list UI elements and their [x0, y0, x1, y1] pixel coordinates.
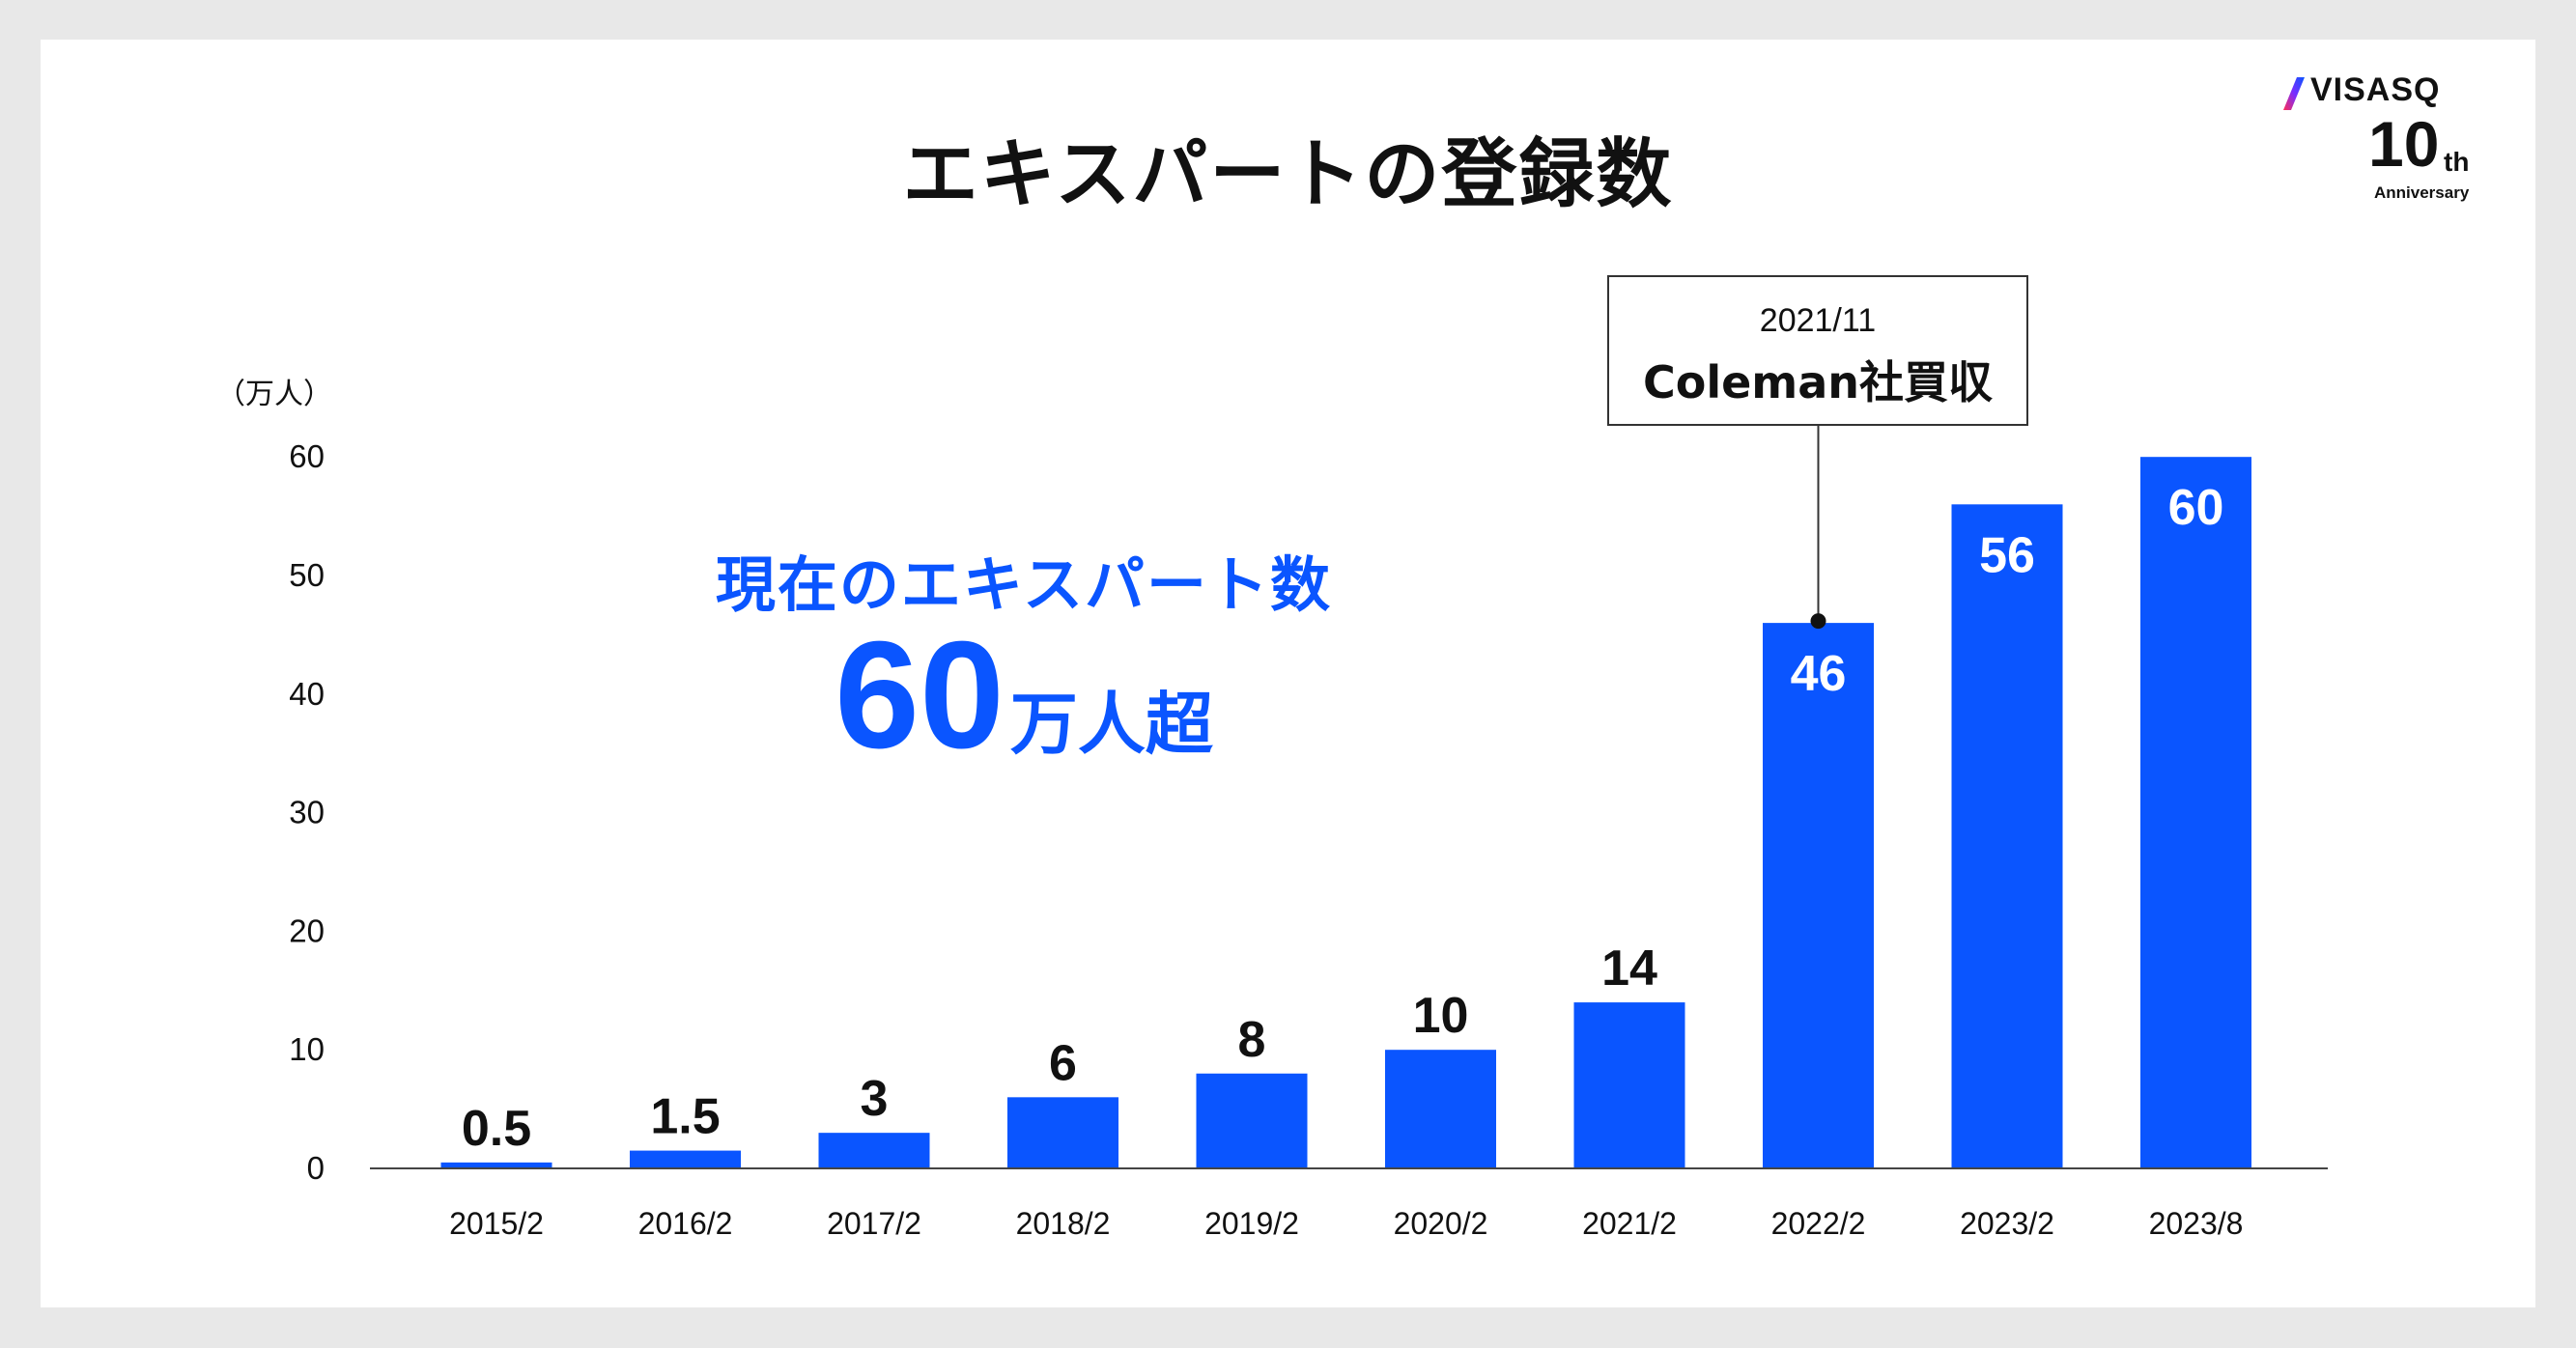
bar-value-label: 60	[2168, 480, 2224, 536]
y-tick-label: 0	[307, 1150, 325, 1186]
bar-value-label: 6	[1049, 1035, 1077, 1091]
bar	[1763, 623, 1874, 1168]
x-tick-label: 2018/2	[1016, 1206, 1111, 1241]
logo-slash-icon	[2283, 77, 2305, 110]
bar-value-label: 1.5	[650, 1089, 720, 1145]
x-tick-label: 2022/2	[1771, 1206, 1866, 1241]
logo-number: 10	[2368, 108, 2440, 180]
bar-value-label: 10	[1413, 988, 1469, 1044]
y-axis-unit-label: （万人）	[216, 379, 332, 410]
x-tick-label: 2015/2	[449, 1206, 544, 1241]
logo-brand: VISASQ	[2310, 71, 2441, 108]
callout-event: Coleman社買収	[1642, 356, 1994, 408]
bar	[1951, 504, 2063, 1168]
logo-suffix: th	[2444, 147, 2470, 177]
x-tick-label: 2016/2	[638, 1206, 733, 1241]
x-tick-label: 2020/2	[1394, 1206, 1488, 1241]
x-tick-label: 2017/2	[827, 1206, 921, 1241]
callout-date: 2021/11	[1759, 302, 1877, 339]
bar	[440, 1162, 552, 1168]
bar	[1385, 1050, 1496, 1168]
page-title: エキスパートの登録数	[902, 131, 1674, 218]
headline-unit: 万人超	[1009, 685, 1213, 764]
y-tick-label: 30	[289, 795, 325, 830]
bar-value-label: 8	[1238, 1012, 1266, 1068]
bar-value-label: 46	[1791, 646, 1847, 702]
bar	[1196, 1073, 1308, 1168]
bar	[1573, 1002, 1685, 1168]
x-tick-label: 2021/2	[1582, 1206, 1677, 1241]
bar-value-label: 56	[1979, 527, 2035, 583]
headline-value: 60	[835, 610, 1005, 780]
headline-line2: 60万人超	[637, 619, 1410, 772]
bar-value-label: 14	[1601, 941, 1657, 997]
y-tick-label: 10	[289, 1031, 325, 1067]
visasq-10th-logo: VISASQ 10 th Anniversary	[2283, 71, 2511, 207]
x-tick-label: 2019/2	[1204, 1206, 1299, 1241]
headline-line1: 現在のエキスパート数	[715, 549, 1333, 620]
bar	[818, 1133, 930, 1168]
acquisition-callout: 2021/11 Coleman社買収	[1607, 275, 2028, 426]
y-tick-label: 50	[289, 557, 325, 593]
y-tick-label: 40	[289, 676, 325, 712]
x-tick-label: 2023/8	[2149, 1206, 2244, 1241]
y-tick-label: 20	[289, 913, 325, 948]
bar-value-label: 0.5	[462, 1101, 531, 1157]
bar	[2140, 457, 2251, 1168]
bar	[630, 1150, 741, 1168]
y-tick-label: 60	[289, 438, 325, 474]
bar-value-label: 3	[861, 1071, 889, 1127]
bar	[1007, 1097, 1118, 1168]
logo-caption: Anniversary	[2374, 183, 2470, 202]
callout-dot	[1810, 613, 1826, 630]
x-tick-label: 2023/2	[1960, 1206, 2054, 1241]
headline: 現在のエキスパート数 60万人超	[637, 536, 1410, 772]
